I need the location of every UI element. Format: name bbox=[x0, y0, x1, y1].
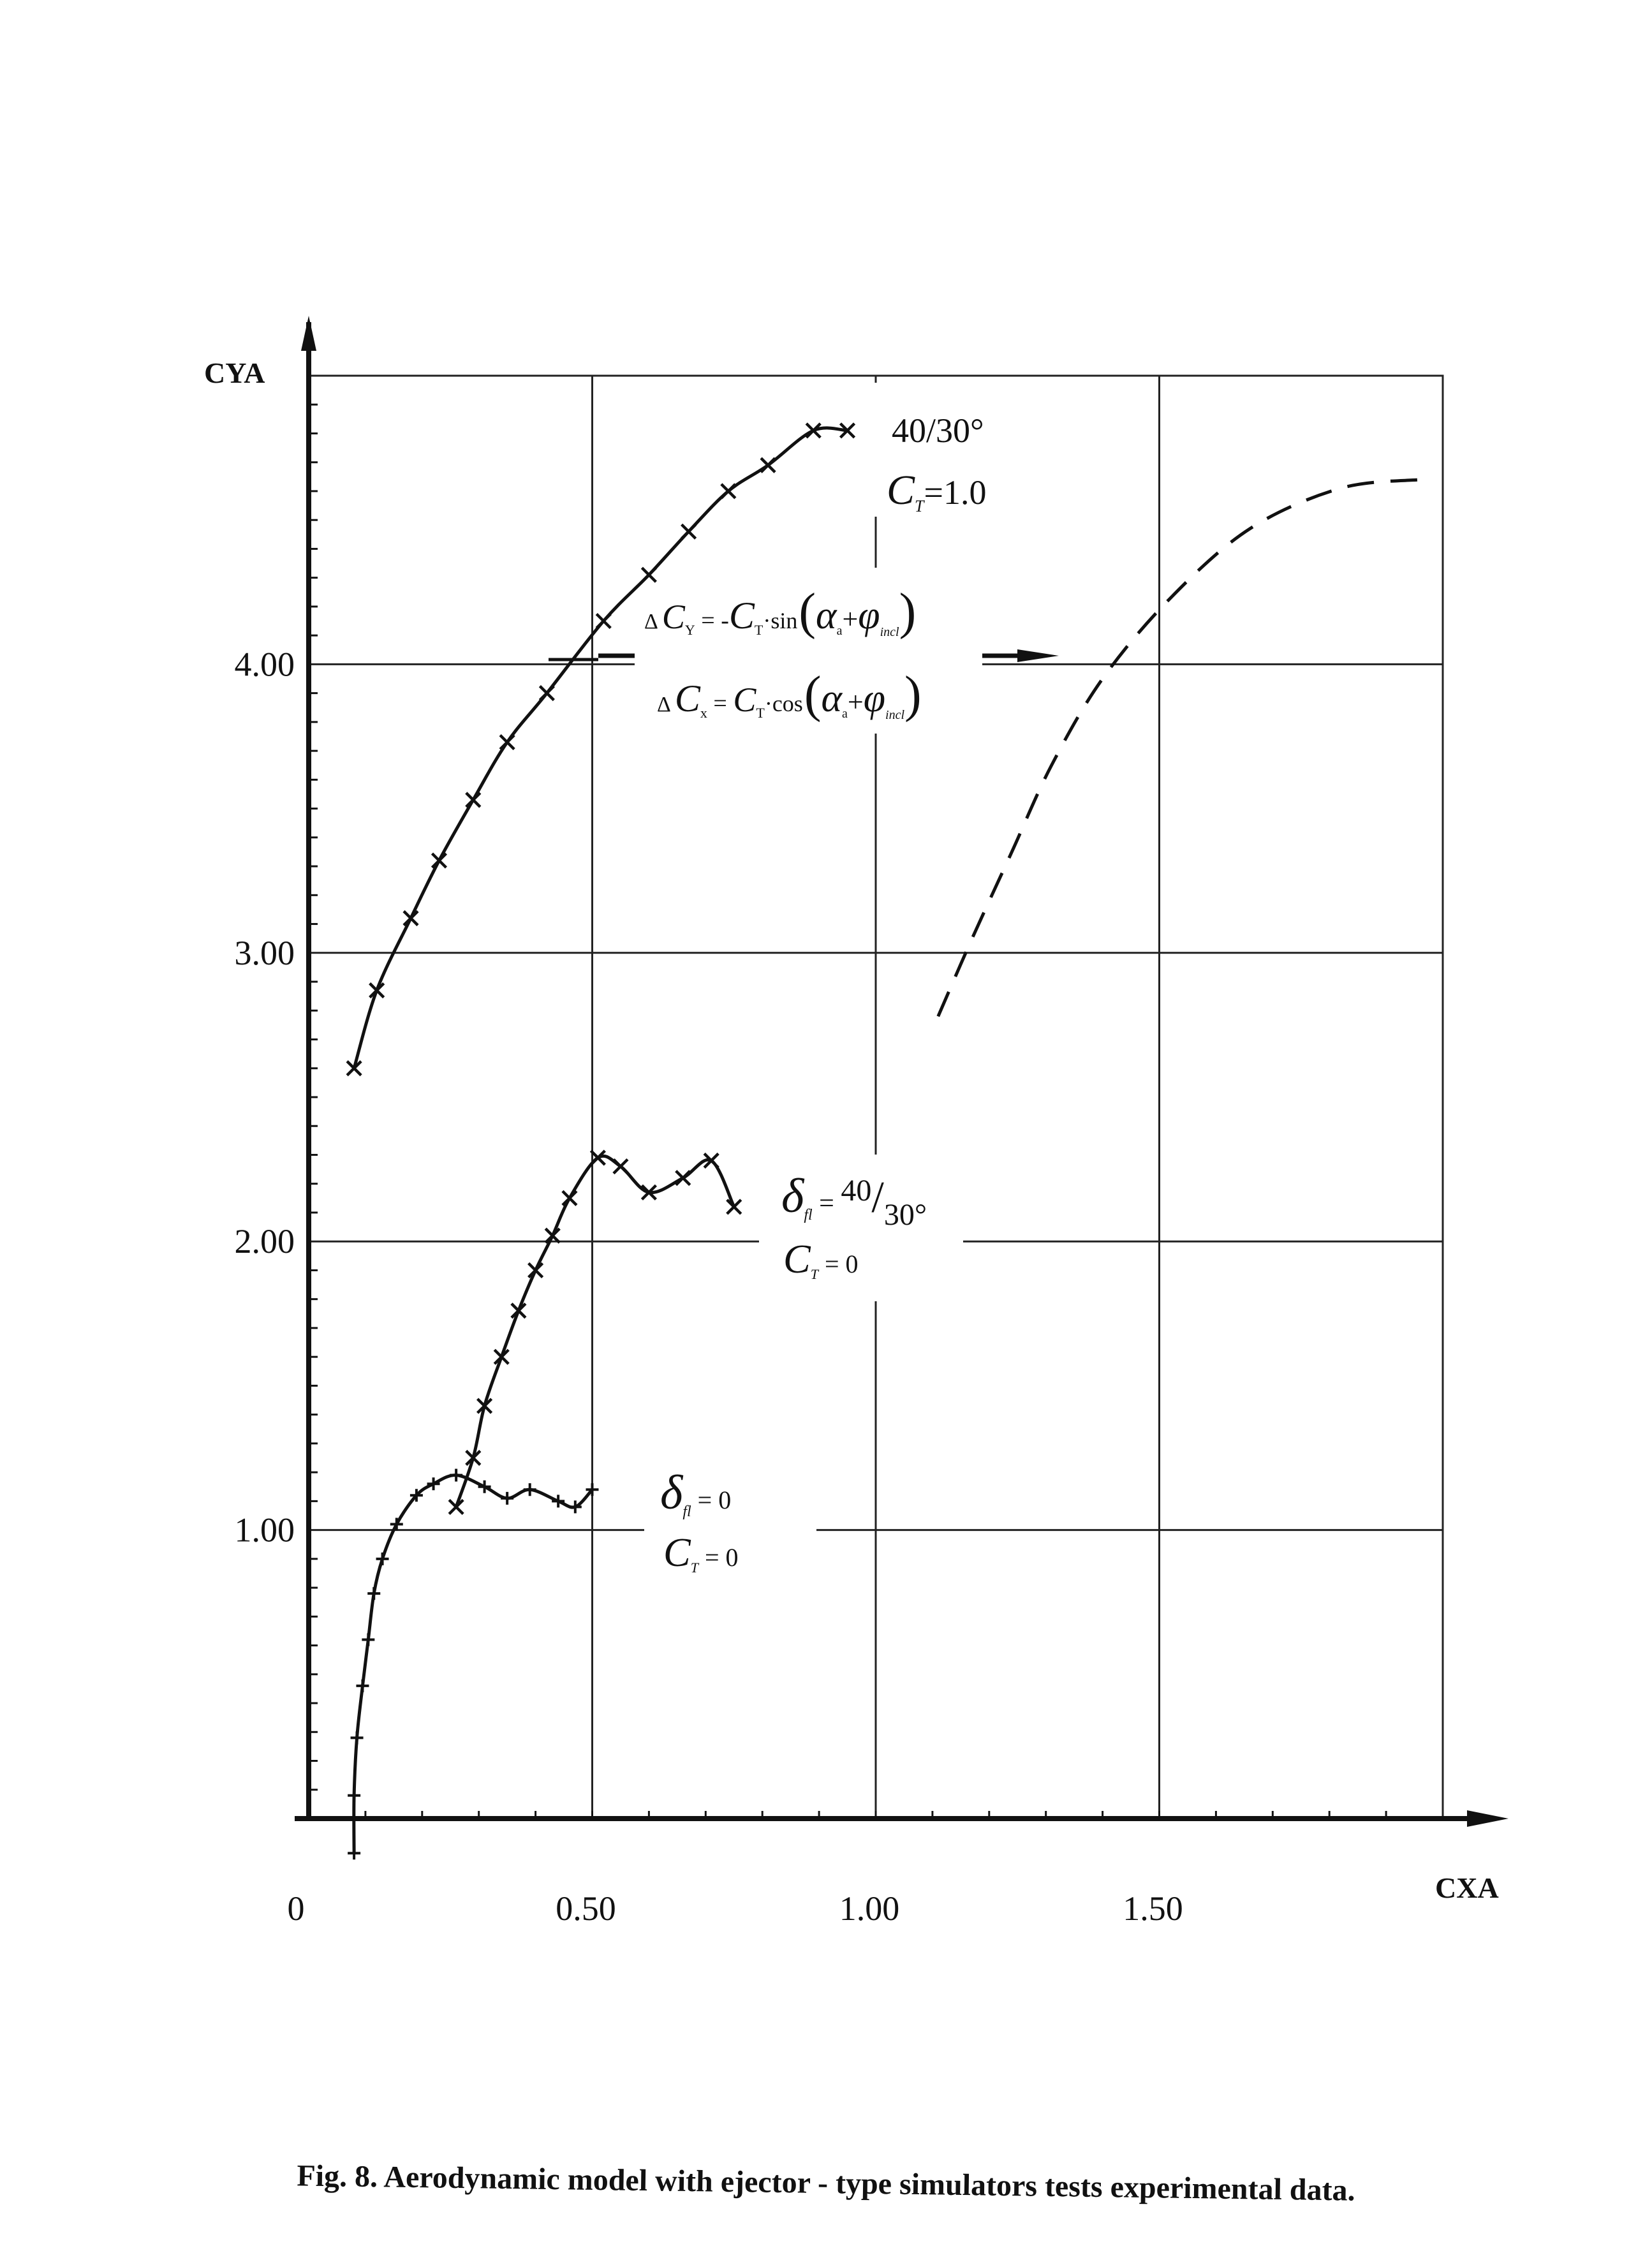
annotation-mask-low bbox=[644, 1454, 816, 1582]
data-point-x-marker bbox=[760, 457, 776, 473]
data-point-plus-marker bbox=[409, 1489, 423, 1502]
series-0 bbox=[346, 422, 856, 1077]
data-point-x-marker bbox=[544, 1227, 561, 1244]
data-point-plus-marker bbox=[367, 1587, 381, 1600]
series-line bbox=[352, 1473, 594, 1854]
data-point-x-marker bbox=[431, 852, 448, 869]
formula-delta-cy: Δ CY = -CT·sin(αa+φincl) bbox=[644, 584, 916, 640]
data-point-x-marker bbox=[493, 1348, 510, 1365]
data-point-plus-marker bbox=[356, 1679, 369, 1692]
data-point-plus-marker bbox=[390, 1517, 403, 1531]
condition-flap-angle: 40/30° bbox=[892, 411, 984, 450]
formula-delta-cy-text: Δ CY = -CT·sin(αa+φincl) bbox=[644, 584, 916, 640]
annotation-mask-top bbox=[866, 383, 1026, 517]
condition-low-flap: δfl = 0 bbox=[660, 1466, 731, 1520]
data-point-plus-marker bbox=[568, 1500, 582, 1514]
data-point-plus-marker bbox=[350, 1731, 364, 1745]
annotation-mask-mid bbox=[759, 1155, 963, 1301]
data-point-x-marker bbox=[589, 1149, 606, 1166]
tick-marks bbox=[309, 403, 1387, 1819]
data-point-x-marker bbox=[561, 1190, 578, 1206]
x-tick-label: 0.50 bbox=[556, 1889, 616, 1928]
condition-label-low: δfl = 0 CT = 0 bbox=[660, 1466, 739, 1576]
delta-vector-arrow-icon bbox=[1017, 649, 1059, 662]
x-tick-label: 0 bbox=[288, 1889, 305, 1928]
series-3 bbox=[348, 1468, 599, 1860]
tick-labels: 1.00 2.00 3.00 4.00 0 0.50 1.00 1.50 bbox=[235, 645, 1183, 1928]
data-point-plus-marker bbox=[552, 1495, 565, 1508]
y-axis-title: CYA bbox=[204, 357, 265, 389]
data-point-x-marker bbox=[369, 982, 385, 999]
data-point-x-marker bbox=[465, 792, 482, 808]
data-point-plus-marker bbox=[501, 1491, 514, 1505]
y-tick-label: 2.00 bbox=[235, 1222, 295, 1260]
data-point-plus-marker bbox=[523, 1483, 536, 1496]
data-point-x-marker bbox=[510, 1303, 527, 1319]
series-line bbox=[352, 426, 848, 1069]
data-point-plus-marker bbox=[348, 1789, 361, 1802]
series-1 bbox=[936, 478, 1420, 1017]
formula-delta-cx-text: Δ Cx = CT·cos(αa+φincl) bbox=[657, 667, 922, 723]
y-axis-arrow-icon bbox=[301, 316, 316, 351]
data-point-plus-marker bbox=[427, 1477, 440, 1491]
data-point-x-marker bbox=[527, 1262, 544, 1279]
series-group bbox=[346, 422, 1420, 1860]
data-point-x-marker bbox=[681, 523, 697, 540]
data-point-plus-marker bbox=[450, 1468, 463, 1482]
data-point-x-marker bbox=[839, 422, 856, 439]
data-point-x-marker bbox=[499, 734, 515, 751]
data-point-plus-marker bbox=[478, 1480, 491, 1493]
data-point-x-marker bbox=[538, 685, 555, 702]
annotation-mask-formula bbox=[635, 568, 982, 734]
data-point-x-marker bbox=[805, 422, 822, 439]
data-point-plus-marker bbox=[362, 1633, 375, 1646]
x-tick-label: 1.00 bbox=[839, 1889, 900, 1928]
axes bbox=[295, 316, 1508, 1827]
x-axis-arrow-icon bbox=[1467, 1810, 1508, 1827]
data-point-x-marker bbox=[595, 612, 612, 630]
data-point-plus-marker bbox=[586, 1483, 599, 1496]
condition-mid-flap: δfl = 40/30° bbox=[781, 1169, 927, 1232]
y-tick-label: 4.00 bbox=[235, 645, 295, 683]
condition-low-ct: CT = 0 bbox=[663, 1530, 739, 1576]
data-point-x-marker bbox=[703, 1152, 719, 1169]
data-point-x-marker bbox=[726, 1199, 742, 1215]
data-point-x-marker bbox=[640, 1184, 657, 1200]
data-point-x-marker bbox=[675, 1170, 691, 1186]
condition-mid-ct: CT = 0 bbox=[783, 1236, 859, 1282]
data-point-x-marker bbox=[476, 1398, 493, 1414]
data-point-x-marker bbox=[448, 1498, 464, 1516]
y-tick-label: 1.00 bbox=[235, 1511, 295, 1549]
condition-label-top: 40/30° CT=1.0 bbox=[887, 411, 986, 515]
series-2 bbox=[448, 1149, 742, 1516]
data-point-x-marker bbox=[640, 566, 657, 583]
series-line bbox=[454, 1154, 736, 1508]
data-point-x-marker bbox=[465, 1449, 482, 1466]
data-point-plus-marker bbox=[348, 1847, 361, 1860]
condition-thrust-coefficient: CT=1.0 bbox=[887, 467, 986, 515]
x-axis-title: CXA bbox=[1435, 1872, 1499, 1904]
condition-label-mid: δfl = 40/30° CT = 0 bbox=[781, 1169, 927, 1282]
data-point-x-marker bbox=[720, 483, 737, 499]
data-point-x-marker bbox=[612, 1158, 629, 1175]
data-point-x-marker bbox=[402, 910, 419, 927]
data-point-plus-marker bbox=[376, 1552, 389, 1565]
y-tick-label: 3.00 bbox=[235, 934, 295, 972]
series-line bbox=[936, 478, 1420, 1017]
data-point-x-marker bbox=[346, 1060, 362, 1077]
x-tick-label: 1.50 bbox=[1123, 1889, 1183, 1928]
formula-delta-cx: Δ Cx = CT·cos(αa+φincl) bbox=[657, 667, 922, 723]
